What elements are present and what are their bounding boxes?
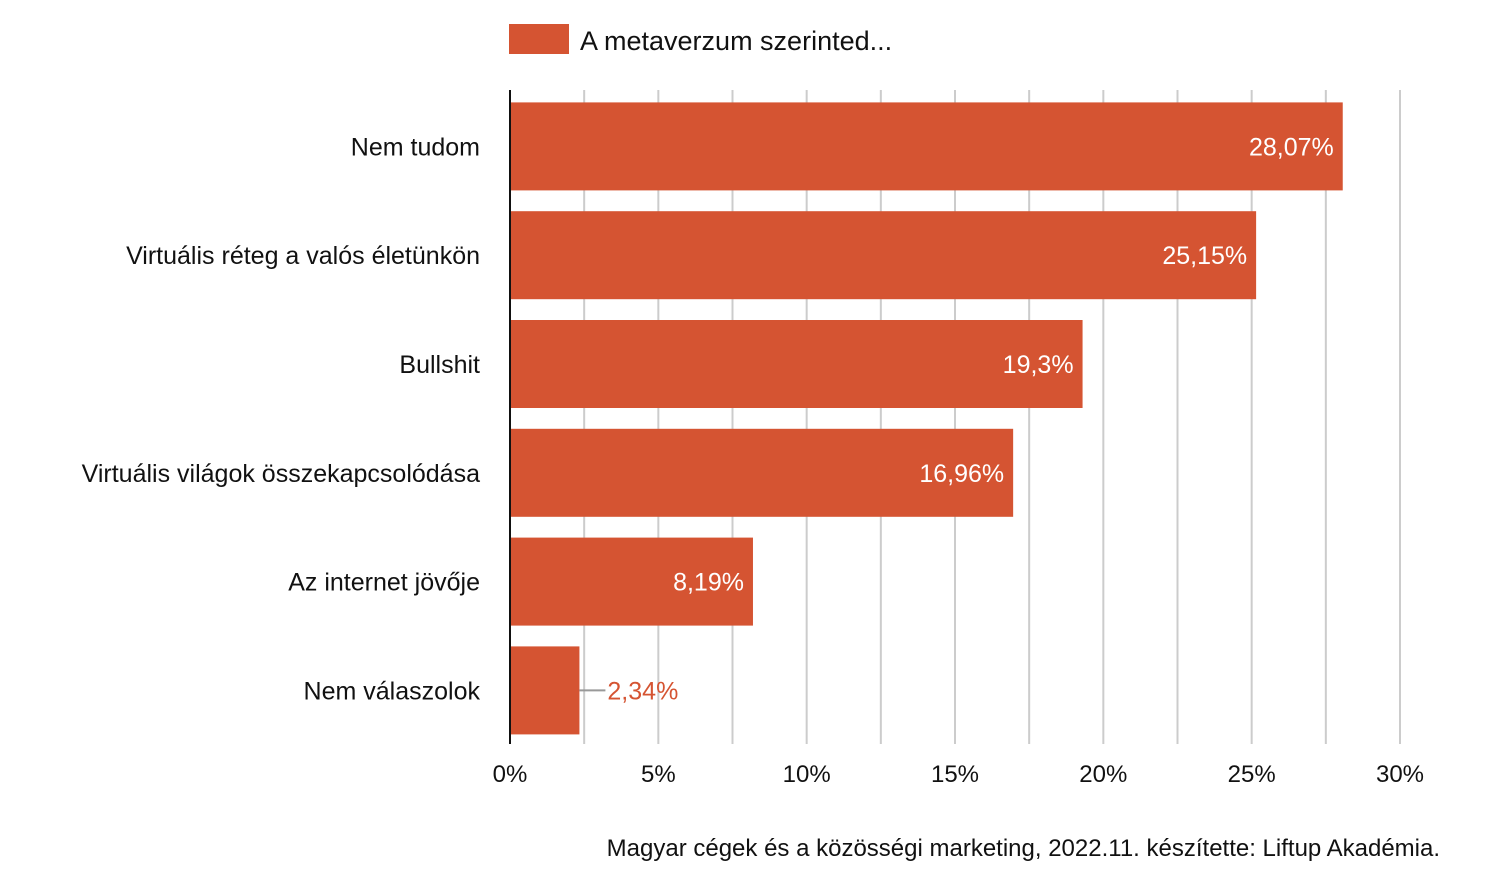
bar: [510, 320, 1083, 408]
data-label: 28,07%: [1249, 133, 1334, 161]
category-label: Az internet jövője: [288, 569, 480, 597]
bar: [510, 102, 1343, 191]
labels-layer: 0% 5% 10% 15% 20% 25% 30% Nem tudom 28,07% Virtuá…: [82, 133, 1424, 788]
category-label: Virtuális világok összekapcsolódása: [82, 460, 480, 488]
category-label: Nem tudom: [351, 133, 480, 161]
x-tick-label: 25%: [1228, 761, 1276, 788]
data-label: 8,19%: [673, 569, 744, 597]
data-label: 16,96%: [919, 460, 1004, 488]
data-label: 2,34%: [607, 677, 678, 705]
bar: [510, 428, 1014, 517]
x-tick-label: 5%: [641, 761, 676, 788]
x-tick-label: 15%: [931, 761, 979, 788]
category-label: Nem válaszolok: [304, 677, 481, 705]
bar: [510, 537, 753, 626]
data-label: 19,3%: [1003, 351, 1074, 379]
grid-layer: [583, 90, 1401, 744]
category-label: Virtuális réteg a valós életünkön: [126, 242, 480, 270]
bars-layer: [510, 102, 1343, 735]
x-tick-label: 0%: [493, 761, 528, 788]
x-tick-label: 10%: [783, 761, 831, 788]
chart-caption: Magyar cégek és a közösségi marketing, 2…: [607, 835, 1440, 862]
category-label: Bullshit: [399, 351, 480, 379]
x-tick-label: 20%: [1079, 761, 1127, 788]
x-tick-label: 30%: [1376, 761, 1424, 788]
data-label: 25,15%: [1162, 242, 1247, 270]
legend-swatch: [509, 24, 569, 54]
bar: [510, 646, 580, 735]
legend-label: A metaverzum szerinted...: [580, 26, 892, 56]
bar: [510, 211, 1257, 300]
